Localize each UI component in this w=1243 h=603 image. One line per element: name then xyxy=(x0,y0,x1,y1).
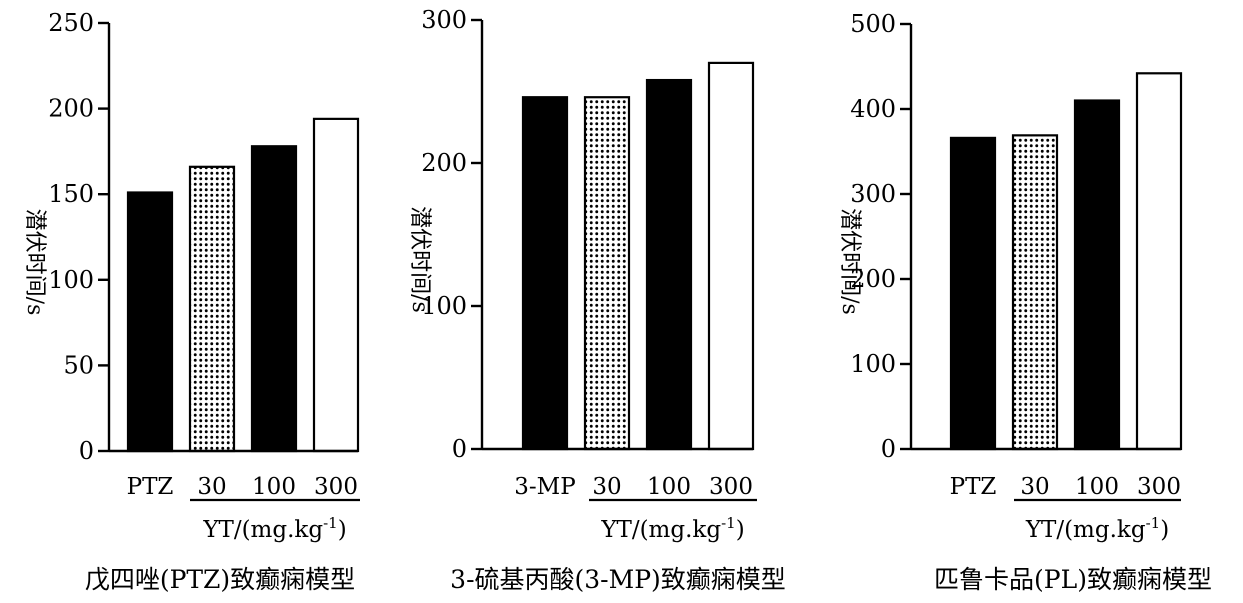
y-tick-label: 50 xyxy=(63,351,94,379)
chart-1: 0 50 100 150 200 250 潜伏时间/s PTZ 30 100 300 YT/(mg.k… xyxy=(22,9,360,594)
chart-caption: 戊四唑(PTZ)致癫痫模型 xyxy=(85,565,355,594)
y-axis-label: 潜伏时间/s xyxy=(407,206,432,313)
x-category-label: 100 xyxy=(252,474,296,500)
x-category-label: 300 xyxy=(314,474,358,500)
y-axis-label: 潜伏时间/s xyxy=(22,209,47,316)
y-tick-label: 300 xyxy=(421,6,467,34)
x-category-label: 30 xyxy=(197,474,226,500)
bar-3 xyxy=(645,78,693,451)
y-tick-label: 0 xyxy=(881,435,896,463)
x-category-label: 3-MP xyxy=(514,474,575,500)
group-label: YT/(mg.kg-1) xyxy=(202,514,346,543)
bar-4 xyxy=(312,117,360,453)
bar-4 xyxy=(707,61,755,451)
x-category-label: PTZ xyxy=(127,474,174,500)
y-tick-label: 150 xyxy=(48,180,94,208)
y-tick-label: 300 xyxy=(850,180,896,208)
chart-3: 0 100 200 300 400 500 潜伏时间/s PTZ 30 100 300 YT/(mg.… xyxy=(837,10,1212,594)
chart-2: 0 100 200 300 潜伏时间/s 3-MP 30 100 300 YT/(mg.kg-1)… xyxy=(407,6,786,594)
bar-3 xyxy=(1073,99,1121,451)
y-tick-label: 200 xyxy=(48,95,94,123)
bar-2 xyxy=(583,96,631,451)
y-axis-label: 潜伏时间/s xyxy=(837,208,862,315)
y-tick-label: 250 xyxy=(48,9,94,37)
x-category-label: PTZ xyxy=(950,474,997,500)
y-tick-label: 500 xyxy=(850,10,896,38)
chart-caption: 3-硫基丙酸(3-MP)致癫痫模型 xyxy=(450,565,786,594)
x-category-label: 300 xyxy=(1137,474,1181,500)
x-category-label: 30 xyxy=(592,474,621,500)
y-tick-label: 0 xyxy=(79,437,94,465)
bar-4 xyxy=(1135,72,1183,451)
bar-2 xyxy=(1011,134,1059,451)
y-tick-label: 100 xyxy=(421,292,467,320)
x-category-label: 30 xyxy=(1020,474,1049,500)
bar-3 xyxy=(250,145,298,453)
group-label: YT/(mg.kg-1) xyxy=(1025,514,1169,543)
y-tick-label: 400 xyxy=(850,95,896,123)
y-tick-label: 200 xyxy=(421,149,467,177)
y-tick-label: 100 xyxy=(850,350,896,378)
y-tick-label: 200 xyxy=(850,265,896,293)
x-category-label: 100 xyxy=(647,474,691,500)
group-label: YT/(mg.kg-1) xyxy=(600,514,744,543)
bar-1 xyxy=(949,136,997,451)
bar-2 xyxy=(188,165,236,453)
y-tick-label: 100 xyxy=(48,266,94,294)
chart-caption: 匹鲁卡品(PL)致癫痫模型 xyxy=(934,565,1212,594)
bar-1 xyxy=(126,191,174,453)
x-category-label: 100 xyxy=(1075,474,1119,500)
y-tick-label: 0 xyxy=(452,435,467,463)
x-category-label: 300 xyxy=(709,474,753,500)
bar-1 xyxy=(521,96,569,451)
